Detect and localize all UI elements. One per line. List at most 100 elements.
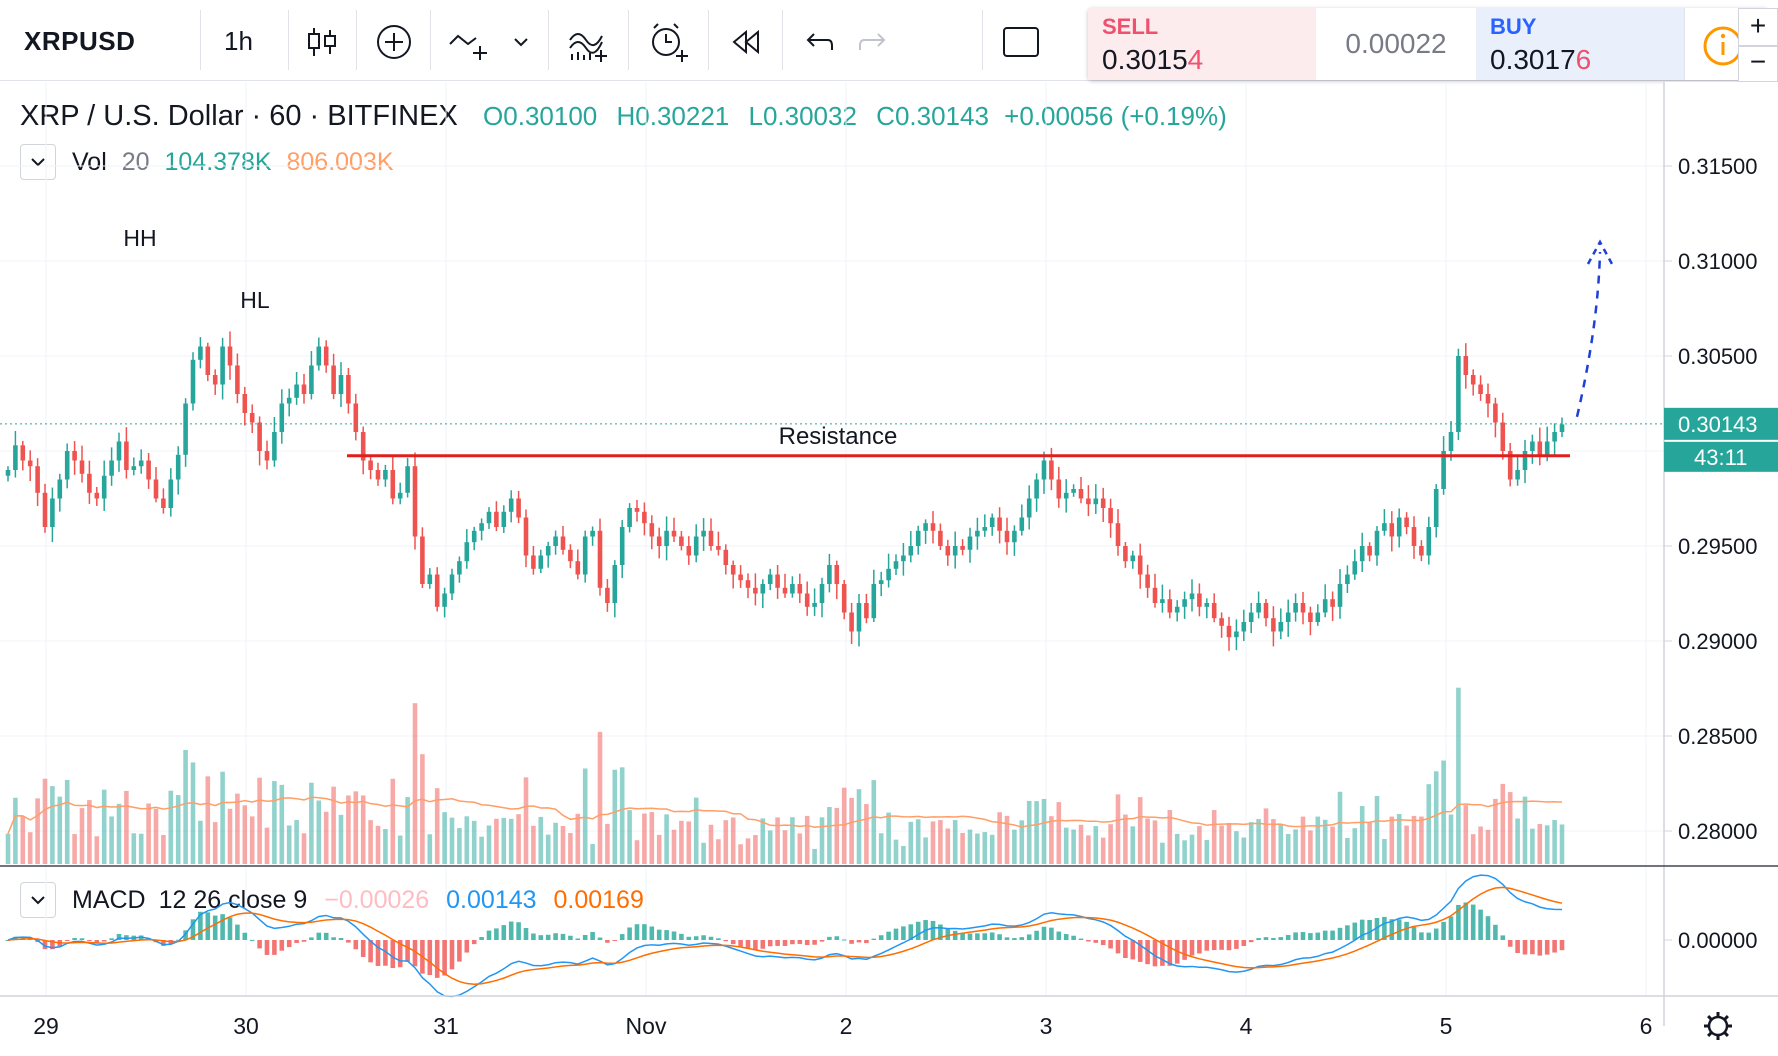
macd-histogram-bar bbox=[1012, 938, 1017, 940]
layout-icon[interactable] bbox=[998, 20, 1042, 64]
volume-legend: Vol 20 104.378K 806.003K bbox=[72, 148, 394, 177]
volume-bar bbox=[982, 832, 988, 864]
resistance-label: Resistance bbox=[779, 423, 898, 450]
zoom-out-button[interactable]: − bbox=[1738, 46, 1778, 82]
volume-bar bbox=[997, 812, 1002, 864]
volume-bar bbox=[1115, 794, 1121, 864]
sell-button[interactable]: SELL 0.30154 bbox=[1088, 8, 1316, 80]
candle-body bbox=[360, 432, 366, 461]
macd-histogram-bar bbox=[501, 925, 507, 940]
volume-bar bbox=[1463, 805, 1469, 864]
symbol-search[interactable]: XRPUSD bbox=[24, 26, 136, 56]
macd-histogram-bar bbox=[1515, 940, 1520, 954]
macd-histogram-bar bbox=[516, 922, 521, 940]
y-tick-label: 0.29500 bbox=[1678, 534, 1758, 559]
interval-button[interactable]: 1h bbox=[224, 26, 253, 56]
toolbar-divider bbox=[430, 10, 431, 70]
candles-icon[interactable] bbox=[300, 20, 344, 64]
candle-body bbox=[671, 530, 677, 537]
candle-body bbox=[1108, 508, 1113, 524]
macd-histogram-bar bbox=[1108, 940, 1113, 949]
candle-body bbox=[1256, 603, 1261, 613]
indicators-icon[interactable] bbox=[566, 20, 610, 64]
macd-histogram-bar bbox=[1470, 904, 1476, 940]
collapse-macd-button[interactable] bbox=[20, 882, 56, 918]
volume-bar bbox=[87, 800, 92, 864]
macd-histogram-bar bbox=[294, 940, 299, 943]
volume-bar bbox=[146, 803, 151, 864]
candle-body bbox=[730, 565, 736, 575]
candle-body bbox=[575, 561, 581, 575]
candle-body bbox=[1160, 599, 1165, 603]
volume-bar bbox=[20, 816, 26, 864]
volume-bar bbox=[64, 779, 70, 864]
candle-body bbox=[1034, 479, 1039, 499]
volume-bar bbox=[960, 832, 965, 864]
candle-body bbox=[849, 612, 854, 632]
volume-bar bbox=[1034, 801, 1039, 864]
macd-histogram-bar bbox=[1308, 933, 1313, 940]
macd-histogram-bar bbox=[686, 936, 692, 940]
volume-bar bbox=[531, 825, 536, 864]
volume-bar bbox=[79, 808, 85, 864]
undo-icon[interactable] bbox=[796, 20, 840, 64]
candle-body bbox=[1419, 546, 1424, 556]
candle-body bbox=[856, 603, 862, 632]
macd-histogram-bar bbox=[864, 940, 869, 944]
macd-histogram-bar bbox=[94, 940, 100, 944]
macd-histogram-bar bbox=[767, 940, 773, 947]
macd-histogram-bar bbox=[35, 940, 40, 943]
add-indicator-icon[interactable] bbox=[372, 20, 416, 64]
alert-icon[interactable] bbox=[646, 20, 690, 64]
projection-line bbox=[1575, 251, 1602, 418]
candle-body bbox=[701, 530, 706, 537]
candle-body bbox=[634, 508, 640, 512]
macd-histogram-bar bbox=[871, 938, 877, 940]
candle-body bbox=[627, 508, 632, 527]
volume-bar bbox=[1189, 834, 1195, 864]
macd-histogram-bar bbox=[1256, 938, 1261, 940]
macd-histogram-bar bbox=[1271, 938, 1276, 940]
volume-bar bbox=[1211, 810, 1217, 864]
drawing-line-icon[interactable] bbox=[446, 20, 490, 64]
macd-histogram-bar bbox=[908, 924, 914, 940]
volume-bar bbox=[627, 810, 632, 864]
redo-icon[interactable] bbox=[852, 20, 896, 64]
macd-histogram-bar bbox=[597, 937, 603, 940]
volume-bar bbox=[871, 780, 877, 864]
volume-bar bbox=[938, 820, 943, 864]
volume-bar bbox=[1167, 810, 1173, 864]
macd-histogram-bar bbox=[323, 932, 329, 940]
macd-histogram-bar bbox=[1522, 940, 1528, 955]
y-tick-label: 0.31000 bbox=[1678, 249, 1758, 274]
macd-histogram-bar bbox=[1182, 940, 1187, 960]
candle-body bbox=[294, 384, 299, 398]
chevron-down-icon[interactable] bbox=[508, 20, 534, 64]
trade-widget: SELL 0.30154 0.00022 BUY 0.30176 bbox=[1088, 8, 1768, 80]
macd-histogram-bar bbox=[1263, 937, 1269, 940]
macd-histogram-bar bbox=[952, 930, 958, 940]
projection-arrowhead bbox=[1586, 239, 1614, 265]
zoom-in-button[interactable]: + bbox=[1738, 8, 1778, 46]
volume-bar bbox=[116, 803, 122, 864]
candle-body bbox=[560, 536, 566, 550]
volume-bar bbox=[242, 805, 248, 864]
buy-button[interactable]: BUY 0.30176 bbox=[1476, 8, 1684, 80]
candle-body bbox=[323, 346, 329, 366]
candle-body bbox=[716, 546, 721, 550]
candle-body bbox=[1493, 403, 1498, 423]
candle-body bbox=[375, 470, 381, 480]
macd-histogram-bar bbox=[1174, 940, 1180, 964]
collapse-legend-button[interactable] bbox=[20, 144, 56, 180]
volume-bar bbox=[1382, 838, 1387, 864]
candle-body bbox=[131, 466, 137, 470]
volume-bar bbox=[568, 833, 573, 864]
macd-histogram-bar bbox=[893, 928, 899, 940]
candle-body bbox=[457, 561, 462, 575]
volume-bar bbox=[471, 820, 477, 864]
volume-bar bbox=[908, 821, 914, 864]
volume-bar bbox=[656, 834, 662, 864]
volume-bar bbox=[1404, 825, 1409, 864]
replay-icon[interactable] bbox=[724, 20, 768, 64]
volume-bar bbox=[57, 796, 63, 864]
